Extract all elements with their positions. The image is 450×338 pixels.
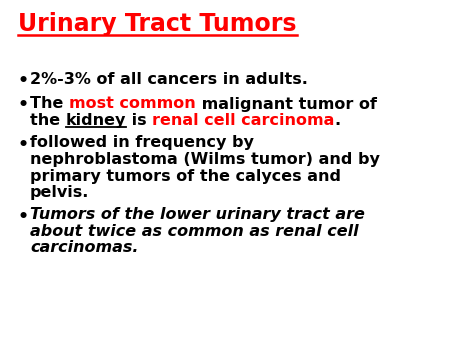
Text: primary tumors of the calyces and: primary tumors of the calyces and	[30, 169, 341, 184]
Text: •: •	[18, 72, 29, 90]
Text: Tumors of the lower urinary tract are: Tumors of the lower urinary tract are	[30, 208, 365, 222]
Text: Urinary Tract Tumors: Urinary Tract Tumors	[18, 12, 297, 36]
Text: renal cell carcinoma: renal cell carcinoma	[153, 113, 335, 128]
Text: •: •	[18, 97, 29, 115]
Text: about twice as common as renal cell: about twice as common as renal cell	[30, 224, 359, 239]
Text: followed in frequency by: followed in frequency by	[30, 136, 254, 150]
Text: pelvis.: pelvis.	[30, 185, 90, 200]
Text: nephroblastoma (Wilms tumor) and by: nephroblastoma (Wilms tumor) and by	[30, 152, 380, 167]
Text: The: The	[30, 97, 69, 112]
Text: the: the	[30, 113, 66, 128]
Text: .: .	[335, 113, 341, 128]
Text: •: •	[18, 208, 29, 225]
Text: most common: most common	[69, 97, 196, 112]
Text: is: is	[126, 113, 153, 128]
Text: 2%-3% of all cancers in adults.: 2%-3% of all cancers in adults.	[30, 72, 308, 87]
Text: malignant tumor of: malignant tumor of	[196, 97, 377, 112]
Text: kidney: kidney	[66, 113, 126, 128]
Text: carcinomas.: carcinomas.	[30, 241, 139, 256]
Text: •: •	[18, 136, 29, 153]
